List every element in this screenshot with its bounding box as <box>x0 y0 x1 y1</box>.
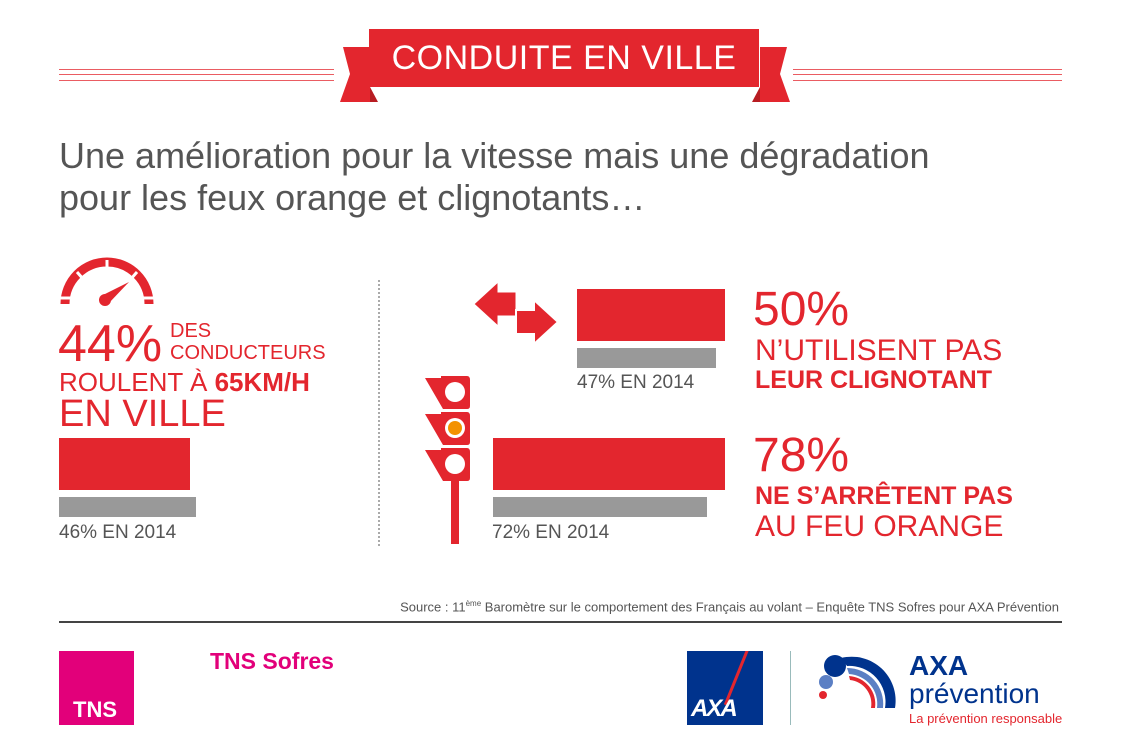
feu-line-1: NE S’ARRÊTENT PAS <box>755 482 1013 510</box>
bar-speed-2014 <box>59 497 196 517</box>
bar-feu-current <box>493 438 725 490</box>
headline: Une amélioration pour la vitesse mais un… <box>59 135 1009 219</box>
decor-line <box>59 74 334 75</box>
axa-prevention-emblem <box>819 655 896 708</box>
tns-sofres-label: TNS Sofres <box>210 648 334 674</box>
section-title: CONDUITE EN VILLE <box>369 29 759 87</box>
decor-line <box>793 80 1062 81</box>
ribbon-tail-left <box>340 47 378 102</box>
clignotant-line-2: LEUR CLIGNOTANT <box>755 366 993 394</box>
speed-en-ville: EN VILLE <box>59 393 226 435</box>
ribbon-tail-right <box>752 47 790 102</box>
speed-des-conducteurs: DES CONDUCTEURS <box>170 320 326 364</box>
feu-percent: 78% <box>753 429 850 482</box>
speed-2014-label: 46% EN 2014 <box>59 522 177 543</box>
clignotant-2014-label: 47% EN 2014 <box>577 372 695 393</box>
source-note: Source : 11ème Baromètre sur le comporte… <box>400 599 1059 614</box>
axa-prevention-subtitle: prévention <box>909 678 1040 709</box>
speed-des: DES <box>170 320 212 342</box>
decor-line <box>793 74 1062 75</box>
headline-line-2: pour les feux orange et clignotants… <box>59 177 646 218</box>
clignotant-percent: 50% <box>753 283 850 336</box>
speed-value: 65KM/H <box>214 367 310 397</box>
source-post: Baromètre sur le comportement des França… <box>481 599 1059 615</box>
tns-logo: TNS <box>59 651 134 725</box>
divider <box>378 280 380 546</box>
axa-tagline: La prévention responsable <box>909 711 1063 726</box>
decor-line <box>59 80 334 81</box>
traffic-light-icon <box>425 376 470 544</box>
tns-logo-text: TNS <box>73 697 117 722</box>
speedometer-icon <box>59 257 155 306</box>
feu-line-2: AU FEU ORANGE <box>755 510 1004 543</box>
speed-percent: 44% <box>58 315 163 373</box>
speed-roulent: ROULENT À <box>59 367 215 397</box>
logo-divider <box>790 651 791 725</box>
axa-logo: AXA <box>687 651 763 725</box>
axa-logo-text: AXA <box>691 695 738 722</box>
headline-line-1: Une amélioration pour la vitesse mais un… <box>59 135 930 176</box>
clignotant-line-1: N’UTILISENT PAS <box>755 334 1003 367</box>
speed-line: ROULENT À 65KM/H <box>59 367 310 398</box>
decor-line <box>793 69 1062 70</box>
feu-2014-label: 72% EN 2014 <box>492 522 610 543</box>
source-pre: Source : 11 <box>400 599 466 615</box>
footer-rule <box>59 621 1062 623</box>
axa-prevention-title: AXA <box>909 650 969 681</box>
bar-clignotant-2014 <box>576 348 717 368</box>
speed-conducteurs: CONDUCTEURS <box>170 342 326 364</box>
source-sup: ème <box>465 599 482 608</box>
decor-line <box>59 69 334 70</box>
bar-feu-2014 <box>493 497 708 517</box>
turn-arrows-icon <box>473 282 560 344</box>
bar-clignotant-current <box>576 289 725 341</box>
bar-speed-current <box>59 438 190 490</box>
